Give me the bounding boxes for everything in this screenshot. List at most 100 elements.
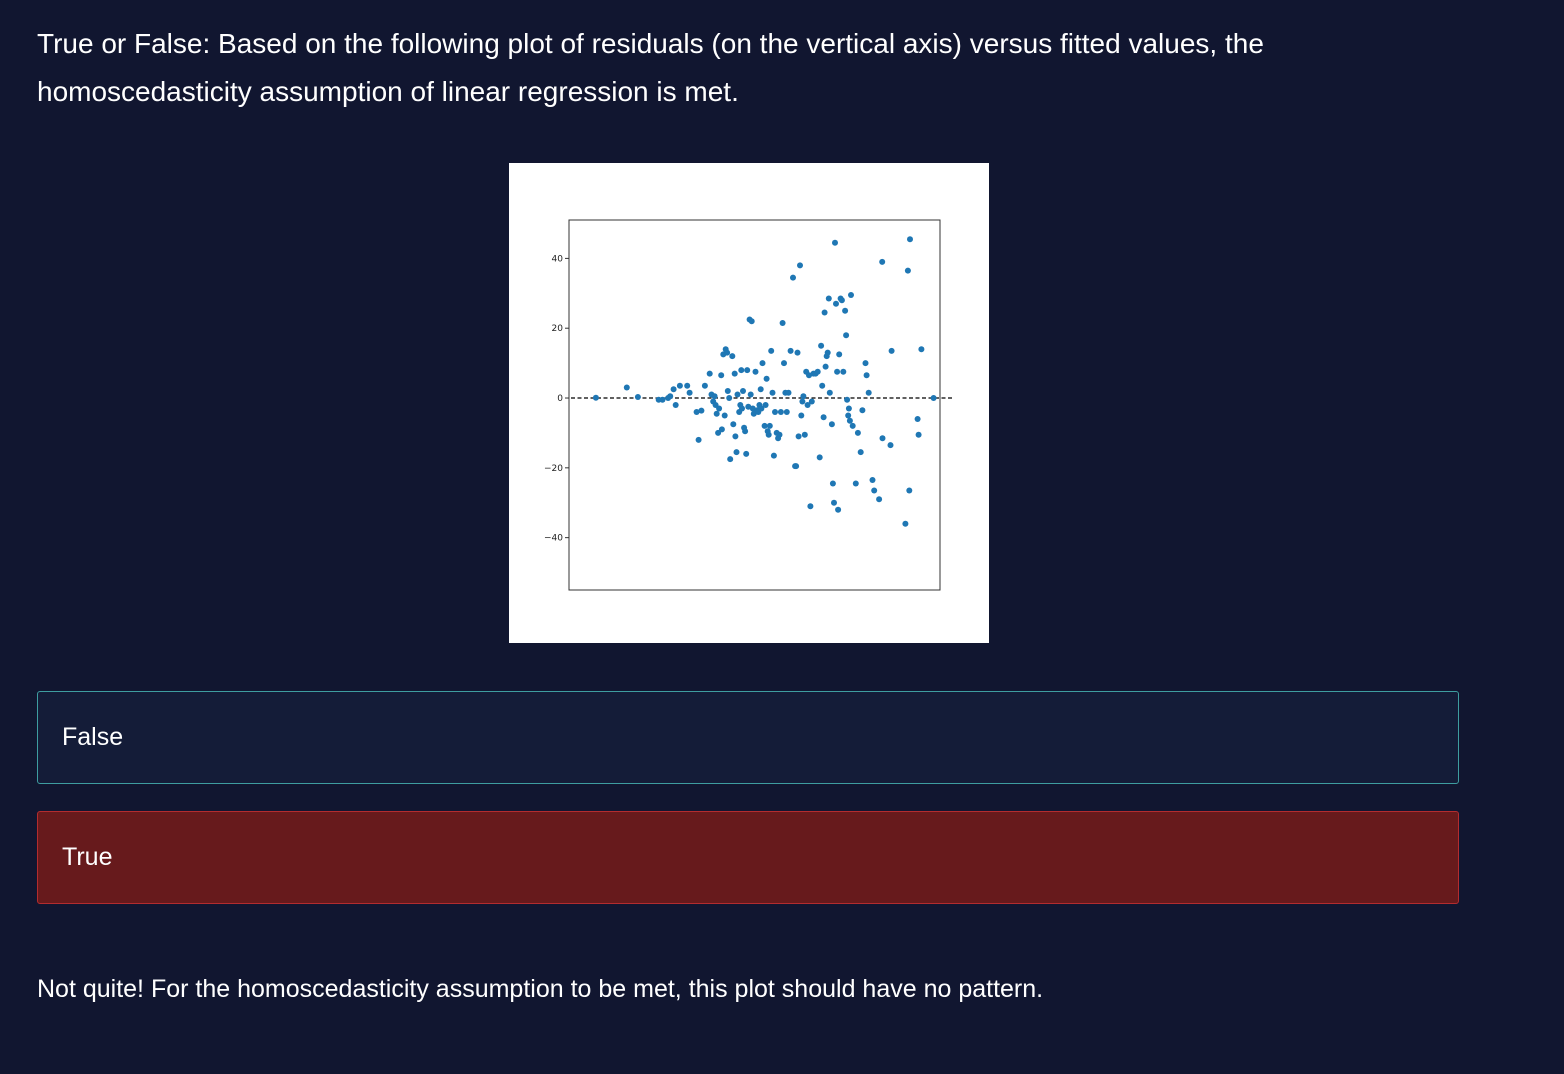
scatter-point (768, 347, 775, 354)
answer-option-true-label: True (62, 843, 113, 871)
scatter-point (914, 416, 921, 422)
scatter-point (759, 360, 766, 367)
scatter-point (906, 487, 913, 494)
scatter-point (822, 363, 829, 370)
scatter-point (732, 433, 739, 440)
scatter-point (798, 412, 805, 419)
scatter-point (845, 412, 852, 419)
feedback-message: Not quite! For the homoscedasticity assu… (37, 975, 1044, 1003)
scatter-point (795, 433, 802, 440)
scatter-point (804, 402, 811, 408)
scatter-point (824, 349, 831, 356)
scatter-point (765, 431, 772, 438)
scatter-point (825, 295, 832, 302)
scatter-point (770, 452, 777, 459)
scatter-point (846, 417, 853, 424)
scatter-point (915, 431, 922, 438)
scatter-point (740, 388, 746, 394)
scatter-point (918, 346, 925, 353)
scatter-point (930, 395, 937, 401)
scatter-point (718, 426, 725, 433)
scatter-point (761, 422, 768, 429)
answer-option-true[interactable]: True (37, 811, 1459, 904)
y-tick-label: 0 (557, 394, 563, 404)
scatter-point (716, 405, 723, 412)
scatter-point (670, 386, 677, 393)
scatter-point (828, 421, 835, 428)
scatter-point (659, 396, 666, 403)
scatter-point (816, 454, 823, 461)
scatter-point (869, 477, 876, 483)
scatter-point (766, 422, 773, 429)
question-text: True or False: Based on the following pl… (37, 20, 1477, 116)
scatter-point (701, 382, 708, 389)
scatter-point (772, 409, 778, 415)
scatter-point (826, 389, 833, 396)
answer-option-false[interactable]: False (37, 691, 1459, 784)
y-tick-label: −40 (544, 534, 563, 544)
scatter-point (718, 372, 725, 379)
scatter-point (749, 405, 756, 412)
scatter-point (852, 480, 859, 487)
question-line-1: True or False: Based on the following pl… (37, 28, 1264, 59)
scatter-point (672, 402, 679, 408)
scatter-point (623, 384, 630, 391)
scatter-point (799, 398, 806, 405)
scatter-point (676, 382, 683, 389)
scatter-point (724, 388, 731, 394)
scatter-point (840, 368, 847, 375)
scatter-point (797, 262, 803, 269)
scatter-point (698, 407, 705, 414)
scatter-point (693, 409, 700, 415)
scatter-point (747, 391, 754, 398)
scatter-point (843, 332, 850, 339)
answer-option-false-label: False (62, 723, 124, 751)
y-tick-label: −20 (544, 464, 563, 474)
scatter-point (785, 389, 792, 396)
scatter-point (757, 386, 764, 393)
scatter-point (769, 389, 776, 396)
scatter-point (814, 368, 821, 375)
scatter-point (834, 368, 841, 375)
scatter-point (835, 506, 842, 513)
scatter-point (787, 347, 794, 354)
scatter-point (667, 393, 674, 400)
scatter-point (790, 274, 796, 281)
scatter-point (739, 405, 745, 412)
scatter-point (829, 480, 836, 487)
scatter-point (726, 395, 733, 401)
scatter-point (783, 409, 790, 415)
scatter-point (686, 389, 693, 396)
residual-plot: 40 20 0 −20 −40 (509, 163, 989, 643)
scatter-point (743, 450, 750, 457)
scatter-point (695, 436, 702, 443)
question-line-2: homoscedasticity assumption of linear re… (37, 76, 739, 107)
scatter-point (842, 307, 849, 314)
scatter-point (781, 360, 787, 367)
scatter-point (745, 403, 752, 410)
scatter-point (727, 456, 734, 463)
scatter-point (733, 449, 740, 456)
scatter-point (742, 428, 749, 435)
scatter-point (807, 503, 814, 510)
scatter-point (758, 405, 765, 412)
scatter-point (706, 370, 713, 377)
scatter-point (793, 463, 800, 470)
scatter-point (731, 370, 738, 377)
scatter-point (684, 382, 691, 389)
scatter-point (763, 375, 770, 382)
scatter-point (730, 421, 737, 428)
scatter-point (724, 349, 731, 356)
scatter-point (865, 389, 872, 396)
scatter-point (715, 429, 722, 436)
residual-scatter-chart: 40 20 0 −20 −40 (544, 219, 952, 591)
scatter-point (862, 360, 869, 367)
scatter-point (832, 239, 838, 246)
scatter-point (779, 320, 786, 326)
scatter-point (849, 422, 856, 429)
scatter-point (818, 342, 825, 349)
scatter-point (879, 258, 886, 265)
scatter-point (836, 351, 843, 358)
scatter-point (592, 394, 599, 401)
scatter-point (859, 407, 866, 414)
